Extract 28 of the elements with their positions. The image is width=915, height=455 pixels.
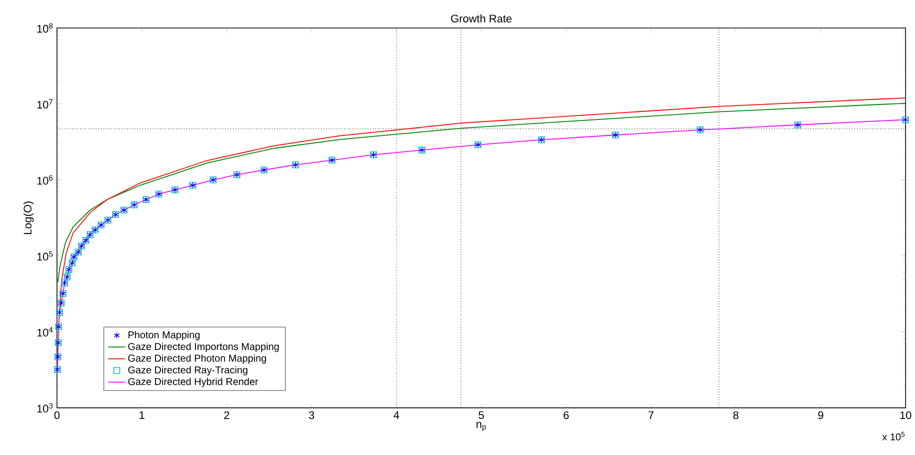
chart-title: Growth Rate bbox=[451, 14, 512, 23]
x-tick-label: 0 bbox=[54, 411, 60, 420]
legend-label: Gaze Directed Hybrid Render bbox=[128, 378, 258, 388]
x-tick-label: 4 bbox=[394, 411, 400, 419]
y-tick-label: 10$^{7}$ bbox=[37, 99, 53, 109]
legend-label: Gaze Directed Importons Mapping bbox=[128, 342, 279, 352]
x-tick-label: 9 bbox=[818, 411, 824, 420]
y-tick-label: 10$^{4}$ bbox=[37, 327, 53, 337]
x-tick-label: 3 bbox=[308, 411, 314, 420]
y-tick-label: 10$^{6}$ bbox=[37, 175, 53, 185]
y-tick-label: 10$^{5}$ bbox=[37, 251, 53, 261]
x-tick-label: 8 bbox=[733, 411, 738, 420]
x-tick-label: 10 bbox=[900, 411, 912, 420]
y-tick-label: 10$^{3}$ bbox=[37, 403, 53, 413]
y-axis-title: Log(O) bbox=[23, 202, 34, 234]
legend-label: Photon Mapping bbox=[128, 331, 200, 340]
x-tick-label: 6 bbox=[564, 411, 569, 420]
line-series bbox=[58, 98, 906, 326]
y-tick-label: 10$^{8}$ bbox=[37, 23, 53, 33]
x-tick-label: 1 bbox=[140, 411, 144, 419]
x-tick-label: 5 bbox=[478, 411, 484, 420]
text: x 10$^{5}$ bbox=[882, 432, 905, 441]
line-series bbox=[57, 102, 906, 283]
legend-label: Gaze Directed Ray-Tracing bbox=[128, 366, 248, 376]
x-axis-title: n$_{p}$ bbox=[476, 422, 486, 432]
x-tick-label: 2 bbox=[224, 411, 230, 420]
legend-label: Gaze Directed Photon Mapping bbox=[128, 354, 266, 364]
x-tick-label: 7 bbox=[648, 411, 654, 419]
